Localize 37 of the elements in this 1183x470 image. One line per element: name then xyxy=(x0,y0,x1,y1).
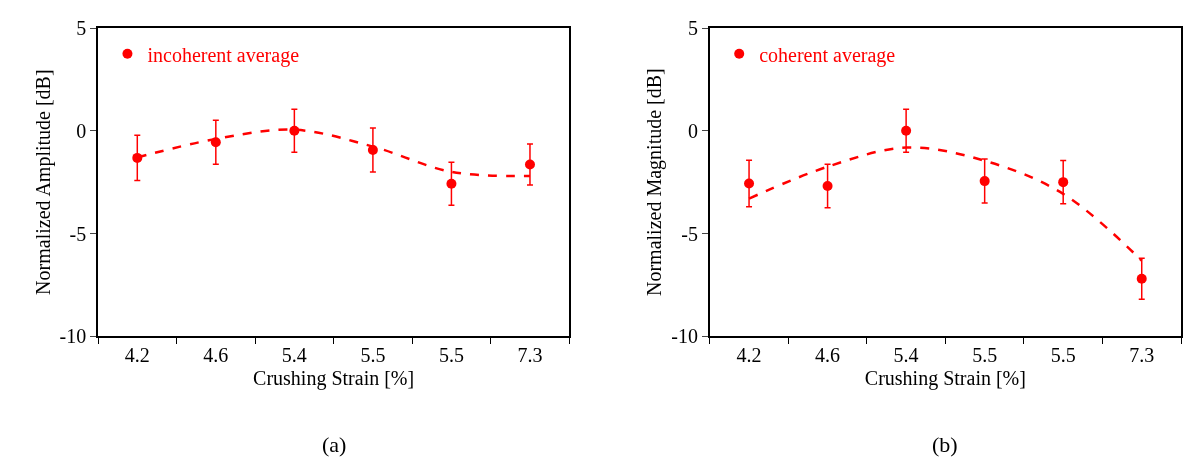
x-tick-label: 7.3 xyxy=(517,344,543,366)
y-tick-label: -5 xyxy=(681,222,699,245)
point xyxy=(446,178,457,189)
point xyxy=(289,125,300,136)
y-tick-label: 0 xyxy=(688,119,699,142)
x-tick-label: 5.5 xyxy=(972,344,998,366)
x-tick-label: 5.5 xyxy=(438,344,464,366)
x-tick-label: 5.5 xyxy=(360,344,386,366)
text: (b) xyxy=(932,432,958,457)
y-tick-label: 5 xyxy=(688,17,699,40)
y-tick-label: 5 xyxy=(76,17,87,40)
y-tick-label: 0 xyxy=(76,119,87,142)
legend-label: incoherent average xyxy=(147,43,300,67)
x-tick-label: 5.5 xyxy=(1050,344,1076,366)
legend-label: coherent average xyxy=(759,43,896,67)
point xyxy=(524,159,535,170)
x-tick-label: 4.6 xyxy=(203,344,229,366)
x-tick-label: 5.4 xyxy=(281,344,307,366)
y-tick-label: -10 xyxy=(59,325,87,348)
y-axis-title: Normalized Magnitude [dB] xyxy=(643,68,667,296)
x-tick-label: 4.6 xyxy=(815,344,841,366)
point xyxy=(744,178,755,189)
x-axis-title: Crushing Strain [%] xyxy=(253,367,415,390)
point xyxy=(1136,273,1147,284)
text: (a) xyxy=(322,432,347,457)
y-tick-label: -5 xyxy=(69,222,87,245)
y-axis-title: Normalized Amplitude [dB] xyxy=(31,69,55,295)
x-tick-label: 4.2 xyxy=(124,344,150,366)
y-tick-label: -10 xyxy=(671,325,699,348)
x-axis-title: Crushing Strain [%] xyxy=(864,367,1026,390)
point xyxy=(901,125,912,136)
x-tick-label: 7.3 xyxy=(1129,344,1155,366)
point xyxy=(1058,177,1069,188)
x-tick-label: 4.2 xyxy=(736,344,762,366)
point xyxy=(979,176,990,187)
point xyxy=(822,181,833,192)
x-tick-label: 5.4 xyxy=(893,344,919,366)
